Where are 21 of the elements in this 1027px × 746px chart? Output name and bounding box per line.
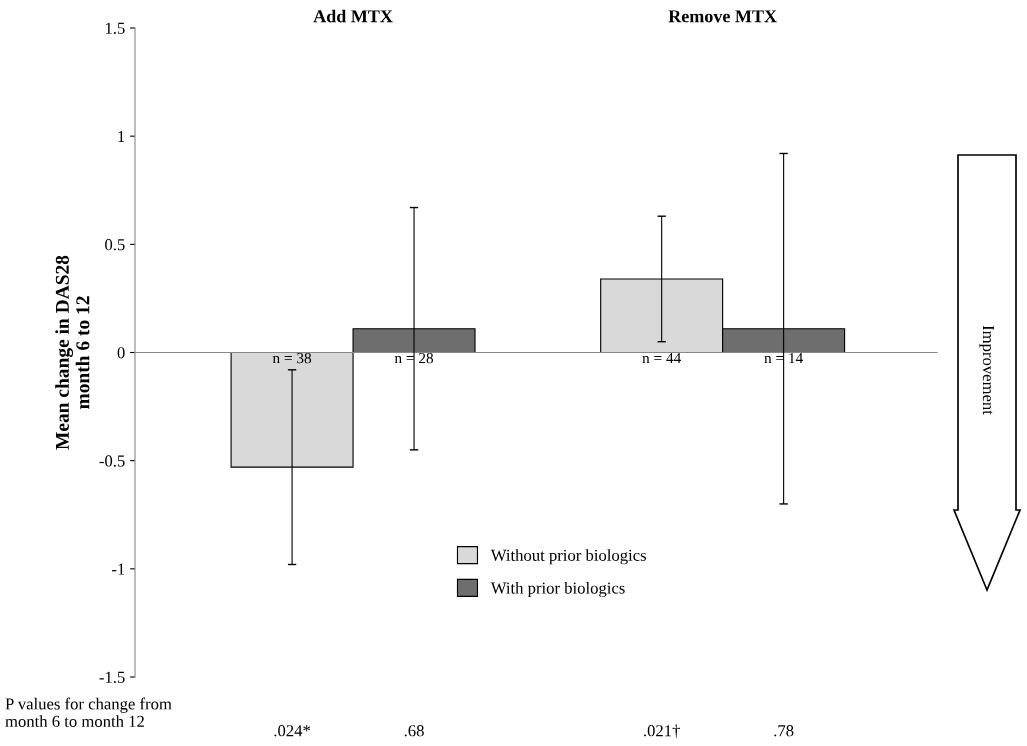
x-tick-label: Remove MTX (668, 10, 777, 23)
y-tick-label: 1 (118, 130, 125, 142)
y-tick-label: 1.5 (105, 22, 125, 35)
y-tick-label: -0.5 (99, 455, 125, 467)
y-tick-label: -1.5 (99, 671, 125, 684)
legend-label: With prior biologics (490, 581, 625, 598)
y-tick-label: 0.5 (105, 239, 125, 251)
text: .68 (404, 725, 424, 737)
text: P values for change from month 6 to month 12 (5, 697, 172, 727)
annotation: n = 28 (394, 352, 434, 364)
x-tick-label: Add MTX (313, 9, 393, 23)
y-tick-label: 0 (117, 347, 125, 359)
text: .021† (644, 724, 680, 739)
legend-label: Without prior biologics (490, 549, 646, 565)
y-tick-label: -1 (112, 563, 125, 575)
annotation: n = 44 (642, 353, 682, 364)
y-axis-title: Mean change in DAS28 month 6 to 12 (55, 255, 90, 450)
text: .78 (774, 725, 794, 737)
annotation: n = 38 (272, 352, 312, 364)
text: .024* (274, 725, 311, 737)
text: Improvement (979, 325, 994, 415)
